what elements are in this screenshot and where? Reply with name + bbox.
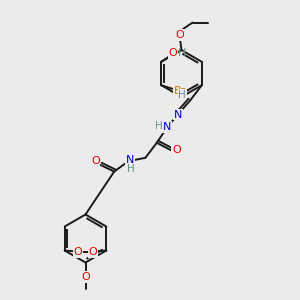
Text: H: H — [178, 90, 186, 100]
Text: O: O — [176, 30, 184, 40]
Text: O: O — [81, 272, 90, 282]
Text: H: H — [177, 48, 186, 59]
Text: N: N — [163, 122, 172, 132]
Text: O: O — [88, 247, 97, 257]
Text: O: O — [91, 156, 100, 167]
Text: O: O — [74, 247, 82, 257]
Text: O: O — [169, 48, 178, 59]
Text: N: N — [174, 110, 182, 120]
Text: Br: Br — [174, 85, 186, 96]
Text: N: N — [126, 155, 134, 165]
Text: H: H — [155, 121, 163, 131]
Text: O: O — [172, 145, 181, 155]
Text: H: H — [128, 164, 135, 174]
